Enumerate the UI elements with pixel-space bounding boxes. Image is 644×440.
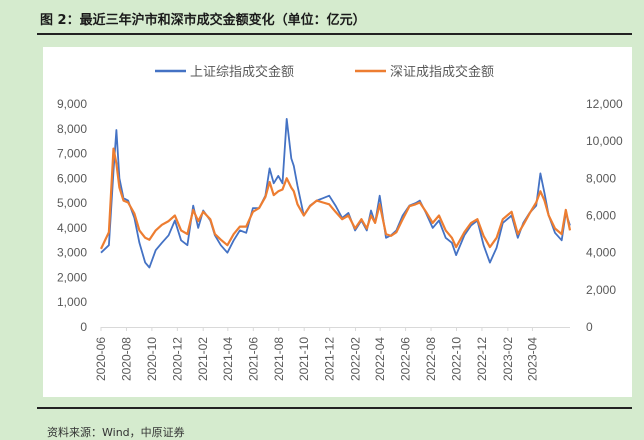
y-left-tick-label: 8,000: [57, 122, 87, 136]
x-tick-label: 2022-10: [450, 337, 464, 381]
y-left-tick-label: 7,000: [57, 147, 87, 161]
x-tick-label: 2020-12: [170, 337, 184, 381]
source-note: 资料来源：Wind，中原证券: [47, 426, 185, 439]
chart-panel: 上证综指成交金额 深证成指成交金额 0 1,000 2,000 3,000 4,000 5…: [43, 47, 632, 397]
y-left-tick-label: 2,000: [57, 270, 87, 284]
y-left-tick-label: 6,000: [57, 171, 87, 185]
x-tick-label: 2021-08: [272, 337, 286, 381]
x-tick-label: 2020-08: [119, 337, 133, 381]
y-right-tick-label: 12,000: [586, 97, 623, 111]
legend-label-sz: 深证成指成交金额: [390, 64, 494, 80]
legend-label-sh: 上证综指成交金额: [190, 64, 294, 80]
series-line-sz: [100, 147, 572, 250]
x-tick-label: 2021-06: [246, 337, 260, 381]
y-right-tick-label: 6,000: [586, 209, 616, 223]
y-right-tick-label: 2,000: [586, 283, 616, 297]
y-left-tick-label: 4,000: [57, 221, 87, 235]
x-tick-label: 2023-02: [501, 337, 515, 381]
y-left-tick-label: 0: [80, 320, 87, 334]
x-tick-label: 2021-04: [221, 337, 235, 381]
axes-layer: 0 1,000 2,000 3,000 4,000 5,000 6,000 7,000 8,00…: [57, 97, 623, 381]
series-layer: [100, 118, 572, 269]
x-tick-label: 2020-10: [145, 337, 159, 381]
y-left-tick-label: 9,000: [57, 97, 87, 111]
y-right-tick-label: 10,000: [586, 134, 623, 148]
x-tick-label: 2021-10: [297, 337, 311, 381]
y-right-tick-label: 4,000: [586, 246, 616, 260]
y-right-tick-label: 8,000: [586, 171, 616, 185]
x-tick-label: 2023-04: [525, 337, 539, 381]
y-left-tick-label: 3,000: [57, 246, 87, 260]
x-tick-label: 2022-02: [349, 337, 363, 381]
x-tick-label: 2022-12: [475, 337, 489, 381]
x-tick-label: 2021-02: [196, 337, 210, 381]
x-tick-label: 2022-06: [399, 337, 413, 381]
y-left-tick-label: 1,000: [57, 295, 87, 309]
y-left-tick-label: 5,000: [57, 196, 87, 210]
chart-legend: 上证综指成交金额 深证成指成交金额: [155, 64, 494, 80]
y-right-tick-label: 0: [586, 320, 593, 334]
x-tick-label: 2020-06: [94, 337, 108, 381]
x-tick-label: 2022-08: [424, 337, 438, 381]
x-tick-label: 2021-12: [323, 337, 337, 381]
bottom-rule: [37, 407, 632, 409]
series-line-sh: [100, 118, 571, 269]
top-rule: [37, 33, 632, 35]
x-tick-label: 2022-04: [373, 337, 387, 381]
turnover-chart: 上证综指成交金额 深证成指成交金额 0 1,000 2,000 3,000 4,000 5…: [57, 64, 623, 381]
figure-title: 图 2：最近三年沪市和深市成交金额变化（单位：亿元）: [40, 13, 366, 28]
